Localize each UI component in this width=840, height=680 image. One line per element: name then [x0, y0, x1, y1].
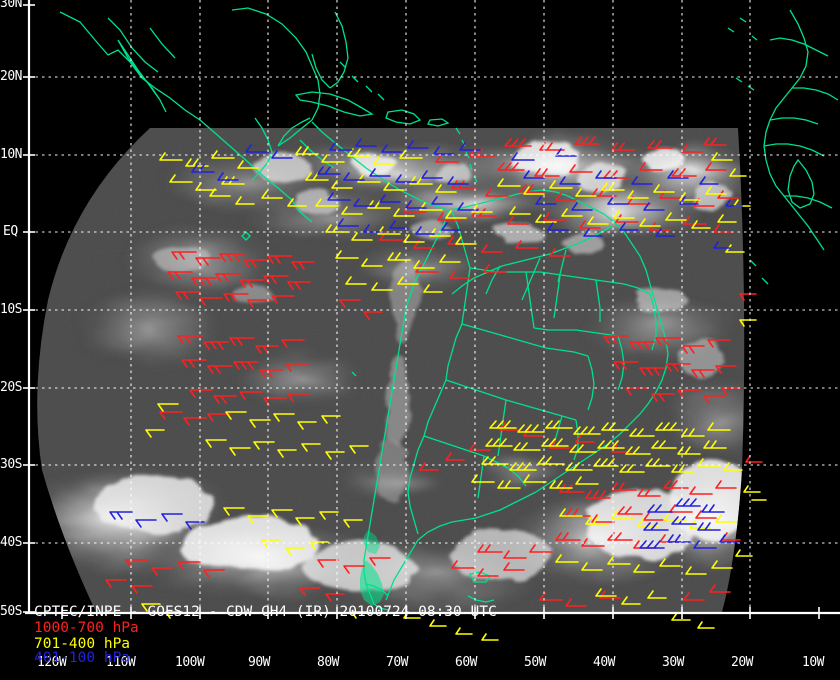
lon-label-110W: 110W [106, 655, 136, 670]
map-gridlines [29, 0, 840, 612]
wind-barbs-low-level [105, 136, 763, 607]
lat-label-30S: 30S [0, 457, 22, 472]
lat-label-30N: 30N [0, 0, 22, 11]
legend-item-high-level: 401-100 hPa [34, 650, 131, 666]
axis-ticks [23, 4, 820, 619]
lat-label-EQ: EQ [3, 224, 18, 239]
legend-item-low-level: 1000-700 hPa [34, 620, 139, 636]
lat-label-10N: 10N [0, 147, 22, 162]
lon-label-50W: 50W [524, 655, 546, 670]
lat-label-10S: 10S [0, 302, 22, 317]
wind-barbs-high-level [109, 138, 743, 549]
cloud-derived-wind-barbs [105, 136, 767, 641]
wind-barbs-mid-level [141, 146, 767, 641]
lon-label-90W: 90W [248, 655, 270, 670]
lon-label-30W: 30W [662, 655, 684, 670]
lon-label-100W: 100W [175, 655, 205, 670]
lon-label-20W: 20W [731, 655, 753, 670]
map-coastlines-and-borders [59, 7, 839, 611]
lon-label-80W: 80W [317, 655, 339, 670]
lon-label-70W: 70W [386, 655, 408, 670]
lon-label-10W: 10W [802, 655, 824, 670]
lon-label-40W: 40W [593, 655, 615, 670]
lat-label-40S: 40S [0, 535, 22, 550]
lat-label-20N: 20N [0, 69, 22, 84]
lat-label-50S: 50S [0, 604, 22, 619]
lat-label-20S: 20S [0, 380, 22, 395]
satellite-ir-imagery [37, 128, 745, 612]
plot-frame [25, 0, 840, 615]
lon-label-60W: 60W [455, 655, 477, 670]
page-title: CPTEC/INPE - GOES12 - CDW CH4 (IR) 20100… [34, 604, 497, 620]
lon-label-120W: 120W [37, 655, 67, 670]
legend-item-mid-level: 701-400 hPa [34, 636, 131, 652]
